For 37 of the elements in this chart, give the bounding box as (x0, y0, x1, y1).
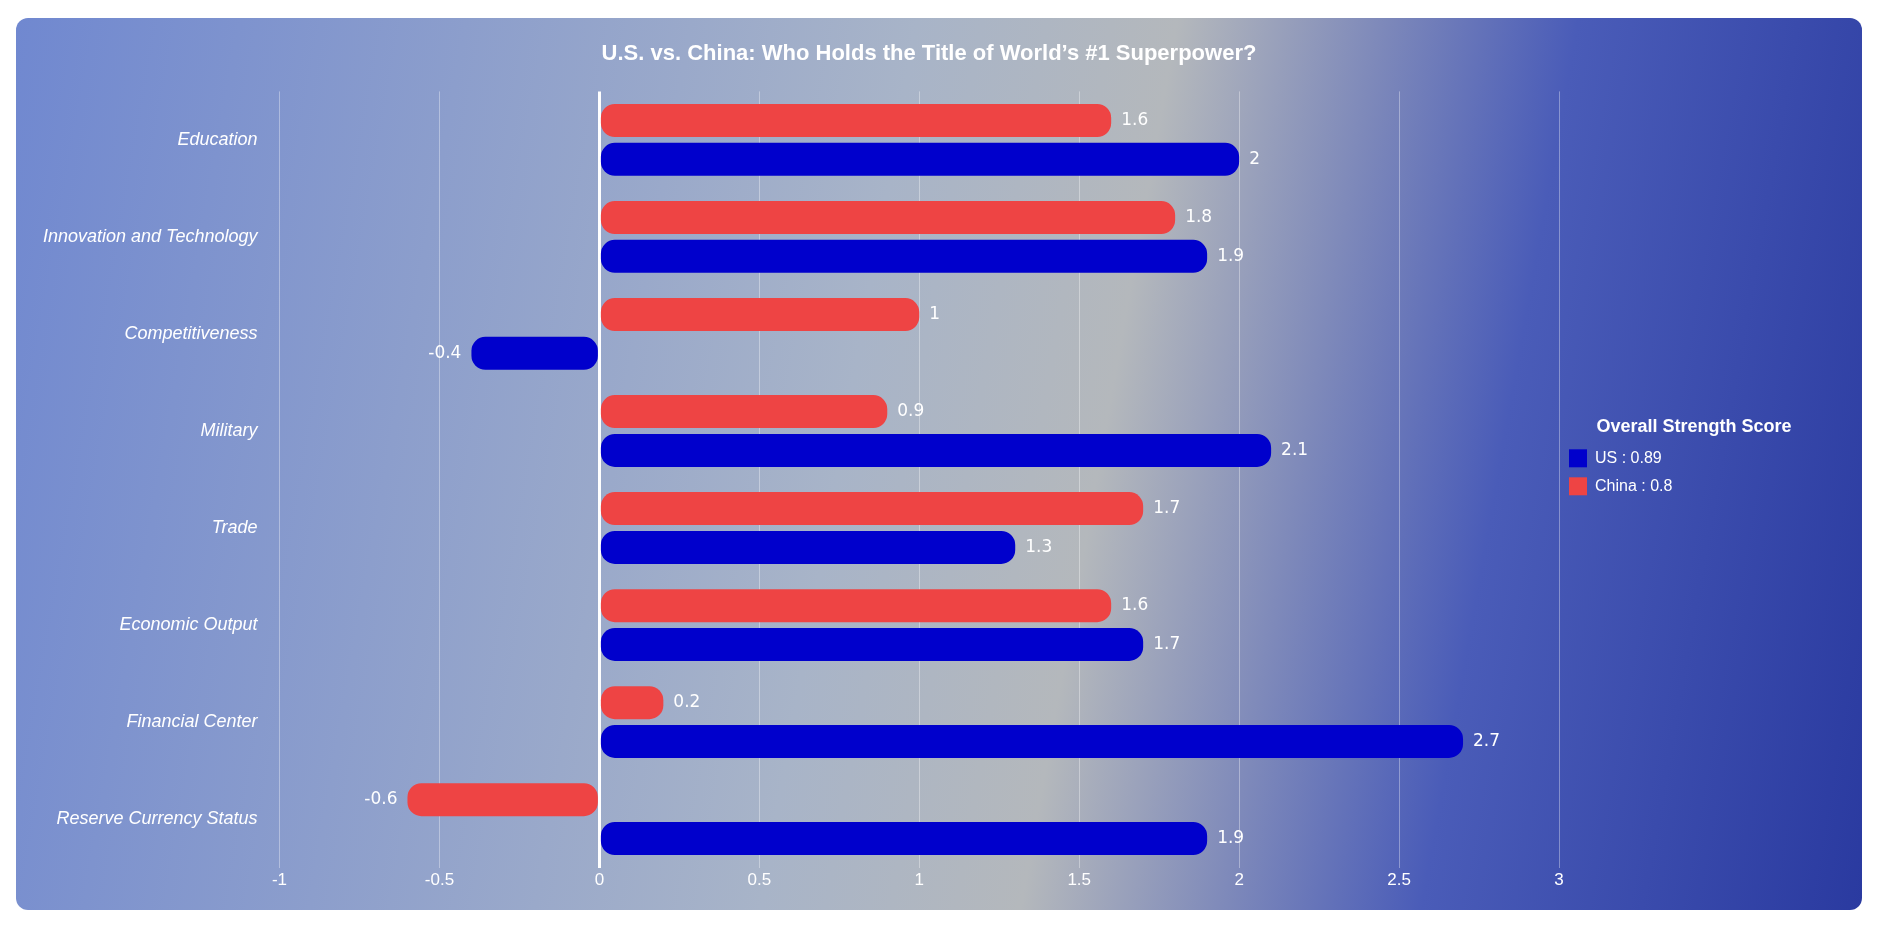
x-tick-label: 1.5 (1067, 870, 1092, 890)
data-label: 2.7 (1473, 729, 1501, 750)
chart-title: U.S. vs. China: Who Holds the Title of World’s #1 Superpower? (601, 40, 1257, 66)
data-label: 1.3 (1025, 535, 1053, 556)
data-label: 1.6 (1121, 108, 1149, 129)
legend-label: US : 0.89 (1595, 448, 1662, 466)
y-tick-label: Innovation and Technology (42, 225, 259, 246)
x-tick-label: 2 (1234, 870, 1244, 890)
x-tick-label: 0 (594, 870, 605, 890)
y-tick-label: Financial Center (126, 711, 259, 732)
data-label: 0.2 (673, 691, 701, 712)
y-tick-label: Competitiveness (124, 322, 258, 343)
x-tick-label: 2.5 (1387, 870, 1411, 890)
data-label: 2 (1249, 147, 1260, 168)
data-label: 2.1 (1281, 438, 1309, 459)
x-tick-label: -1 (271, 870, 288, 890)
data-label: 1.6 (1121, 594, 1149, 615)
data-label: 1 (929, 302, 941, 323)
data-label: 1.9 (1217, 826, 1245, 847)
data-label: 1.8 (1185, 205, 1213, 226)
x-tick-label: 0.5 (747, 870, 772, 890)
y-tick-label: Trade (211, 517, 258, 538)
x-tick-label: 1 (914, 870, 924, 890)
data-label: 1.9 (1217, 244, 1245, 265)
x-tick-label: 3 (1554, 870, 1564, 890)
legend-label: China : 0.8 (1595, 476, 1673, 494)
data-label: 1.7 (1153, 632, 1181, 653)
y-tick-label: Education (177, 128, 258, 149)
data-label: -0.4 (428, 341, 462, 362)
data-label: 1.7 (1153, 497, 1181, 518)
legend-title: Overall Strength Score (1596, 415, 1792, 436)
data-label: 0.9 (897, 400, 925, 420)
y-tick-label: Economic Output (119, 614, 259, 635)
x-tick-label: -0.5 (424, 870, 455, 890)
y-tick-label: Military (200, 419, 259, 440)
y-tick-label: Reserve Currency Status (56, 808, 258, 829)
data-label: -0.6 (364, 788, 398, 809)
